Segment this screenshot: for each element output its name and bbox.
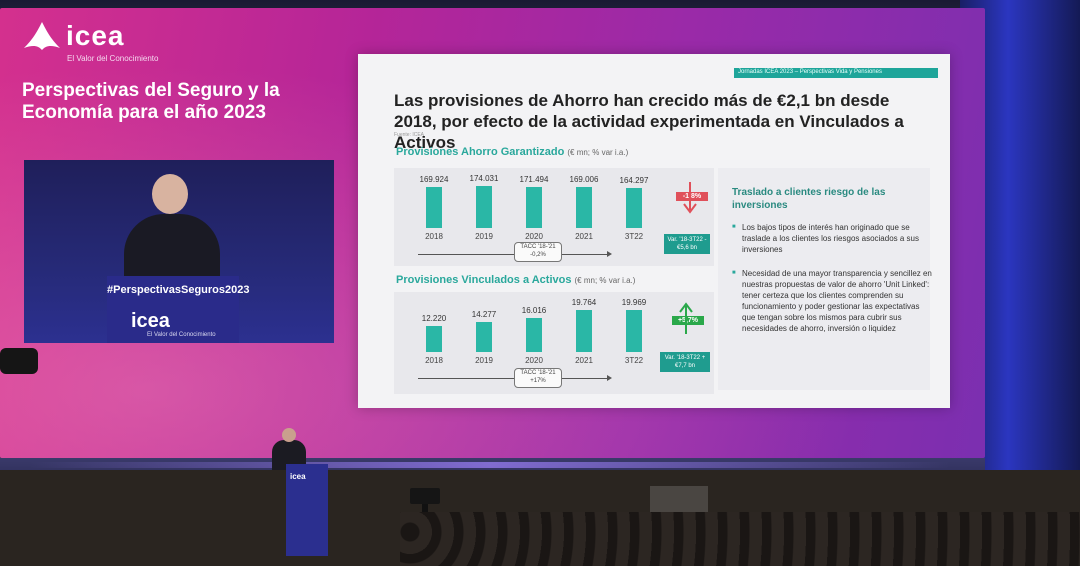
speaker-on-stage-head [282, 428, 296, 442]
chart1-category-label: 2021 [575, 232, 593, 241]
chart2-arrow [418, 375, 612, 381]
brand-name: icea [66, 20, 125, 51]
chart1-panel: 169.924 2018 174.031 2019 171.494 2020 169.006… [394, 168, 714, 266]
chart2-value-label: 19.969 [621, 298, 647, 307]
lectern: icea [286, 464, 328, 556]
chart1-bar [576, 187, 592, 228]
speaker-body [124, 214, 220, 280]
chart1-value-label: 164.297 [619, 176, 649, 185]
chart2-value-label: 19.764 [571, 298, 597, 307]
chart1-bar [426, 187, 442, 228]
chart2-category-label: 2018 [425, 356, 443, 365]
projection-screen: icea El Valor del Conocimiento Perspecti… [0, 8, 985, 458]
podium-tagline: El Valor del Conocimiento [147, 332, 216, 338]
chart2-value-label: 16.016 [521, 306, 547, 315]
chart2-tacc: TACC '18-'21 +17% [514, 368, 562, 388]
speaker-head [152, 174, 188, 214]
podium-logo: icea [131, 310, 170, 332]
chart2-category-label: 2021 [575, 356, 593, 365]
inset-podium: #PerspectivasSeguros2023 icea El Valor d… [107, 276, 250, 343]
chart2-bar [426, 326, 442, 352]
chart1-value-label: 169.006 [569, 175, 599, 184]
chart2-bar [476, 322, 492, 352]
chart2-category-label: 2020 [525, 356, 543, 365]
chart1-arrow [418, 251, 612, 257]
chart1-value-label: 174.031 [469, 174, 499, 183]
chart1-category-label: 2020 [525, 232, 543, 241]
video-camera [410, 488, 440, 504]
brand-logo: icea El Valor del Conocimiento [22, 20, 172, 66]
chart1-bar [526, 187, 542, 228]
sidebox-bullet-2: Necesidad de una mayor transparencia y s… [732, 268, 932, 334]
chart1-var-box: Var. '18-3T22 -€5,6 bn [664, 234, 710, 254]
podium-hashtag: #PerspectivasSeguros2023 [107, 284, 250, 296]
brand-tagline: El Valor del Conocimiento [67, 54, 159, 63]
slide-title: Las provisiones de Ahorro han crecido má… [394, 91, 904, 152]
chart1-tacc: TACC '18-'21 -0,2% [514, 242, 562, 262]
chart2-bar [626, 310, 642, 352]
chart1-category-label: 2018 [425, 232, 443, 241]
chart1-bar [626, 188, 642, 228]
slide-sidebox: Traslado a clientes riesgo de las invers… [718, 168, 932, 390]
event-title: Perspectivas del Seguro y la Economía pa… [22, 80, 280, 123]
chart1-category-label: 3T22 [624, 232, 644, 241]
arrow-down-icon [683, 182, 697, 214]
chart2-subtitle: (€ mn; % var i.a.) [574, 276, 636, 285]
chart2-value-label: 12.220 [421, 314, 447, 323]
slide-header-text: Jornadas ICEA 2023 – Perspectivas Vida y… [738, 69, 882, 75]
lectern-logo: icea [290, 472, 306, 481]
arrow-up-icon [679, 302, 693, 334]
icea-logo-icon [24, 22, 60, 50]
chart2-var-box: Var. '18-3T22 + €7,7 bn [660, 352, 710, 372]
chart1-bar [476, 186, 492, 228]
chart2-title: Provisiones Vinculados a Activos (€ mn; … [396, 274, 635, 286]
chart1-category-label: 2019 [475, 232, 493, 241]
sidebox-bullet-1: Los bajos tipos de interés han originado… [732, 222, 932, 255]
chart2-category-label: 3T22 [624, 356, 644, 365]
speaker-video-inset: #PerspectivasSeguros2023 icea El Valor d… [24, 160, 334, 343]
chart2-panel: 12.220 2018 14.277 2019 16.016 2020 19.764 2021… [394, 292, 714, 394]
chart2-change-badge: +5,7% [672, 316, 704, 325]
chart2-title-text: Provisiones Vinculados a Activos [396, 274, 572, 286]
chart2-category-label: 2019 [475, 356, 493, 365]
chart1-value-label: 169.924 [419, 175, 449, 184]
presentation-slide: Jornadas ICEA 2023 – Perspectivas Vida y… [358, 54, 950, 408]
chart1-change-badge: -1,8% [676, 192, 708, 201]
audience [400, 512, 1080, 566]
chart2-value-label: 14.277 [471, 310, 497, 319]
chart1-value-label: 171.494 [519, 175, 549, 184]
chart2-bar [526, 318, 542, 352]
chart1-title-text: Provisiones Ahorro Garantizado [396, 146, 565, 158]
chart2-bar [576, 310, 592, 352]
chart1-subtitle: (€ mn; % var i.a.) [567, 148, 629, 157]
stage-light-strip [30, 462, 950, 468]
slide-source: Fuente: ICEA [394, 132, 425, 138]
chart1-title: Provisiones Ahorro Garantizado (€ mn; % … [396, 146, 628, 158]
sidebox-heading: Traslado a clientes riesgo de las invers… [732, 187, 886, 211]
stage-spotlight [0, 348, 38, 374]
slide-header-bar: Jornadas ICEA 2023 – Perspectivas Vida y… [734, 68, 938, 78]
